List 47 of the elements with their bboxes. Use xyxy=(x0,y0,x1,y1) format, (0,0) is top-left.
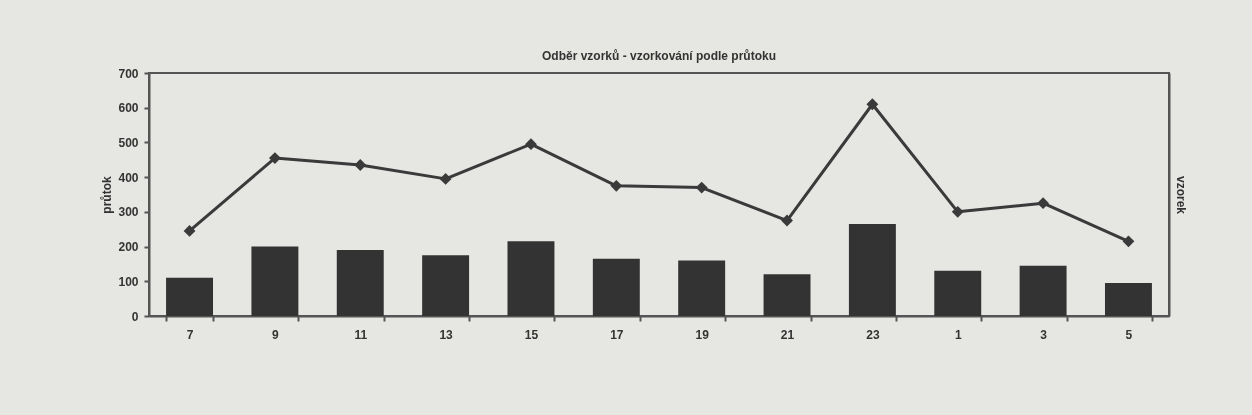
point xyxy=(1037,197,1050,210)
bar xyxy=(251,246,299,316)
y-tick-label: 300 xyxy=(118,205,139,220)
bar xyxy=(1104,283,1152,316)
point xyxy=(951,205,964,218)
point xyxy=(268,152,281,164)
point xyxy=(354,159,367,171)
x-tick-label: 1 xyxy=(954,327,962,342)
x-tick-label: 3 xyxy=(1040,327,1048,342)
y-tick-label: 600 xyxy=(118,101,139,116)
x-tick-label: 13 xyxy=(439,327,454,342)
point xyxy=(610,179,623,192)
y-axis-title: průtok xyxy=(100,176,115,214)
x-tick-label: 5 xyxy=(1125,327,1133,342)
y-tick-label: 100 xyxy=(118,274,139,289)
bar xyxy=(848,224,896,316)
x-tick-label: 7 xyxy=(186,327,194,342)
bar xyxy=(336,250,384,316)
point xyxy=(183,225,196,237)
x-tick-label: 23 xyxy=(866,327,880,342)
y-tick-label: 0 xyxy=(131,309,139,324)
point xyxy=(439,172,452,185)
y-tick-label: 400 xyxy=(118,170,139,185)
bar xyxy=(422,255,470,316)
bar xyxy=(166,277,214,316)
y-tick-label: 500 xyxy=(118,135,139,150)
bar xyxy=(763,274,811,316)
point xyxy=(695,181,708,194)
x-tick-label: 11 xyxy=(354,327,368,342)
point xyxy=(781,214,793,227)
chart-title: Odběr vzorků - vzorkování podle průtoku xyxy=(541,49,777,63)
point xyxy=(1122,235,1135,248)
y-tick-label: 200 xyxy=(118,240,139,255)
point xyxy=(525,138,537,151)
bar xyxy=(507,241,555,316)
bar xyxy=(934,270,982,316)
bar xyxy=(592,258,640,316)
y2-axis-title: vzorek xyxy=(1173,175,1188,215)
x-tick-label: 17 xyxy=(610,327,624,342)
x-tick-label: 21 xyxy=(780,327,795,342)
x-tick-label: 15 xyxy=(524,327,539,342)
bar xyxy=(678,260,726,316)
point xyxy=(866,98,879,111)
x-tick-label: 19 xyxy=(695,327,710,342)
bar xyxy=(1019,265,1067,316)
x-tick-label: 9 xyxy=(272,327,280,342)
y-tick-label: 700 xyxy=(118,66,139,81)
